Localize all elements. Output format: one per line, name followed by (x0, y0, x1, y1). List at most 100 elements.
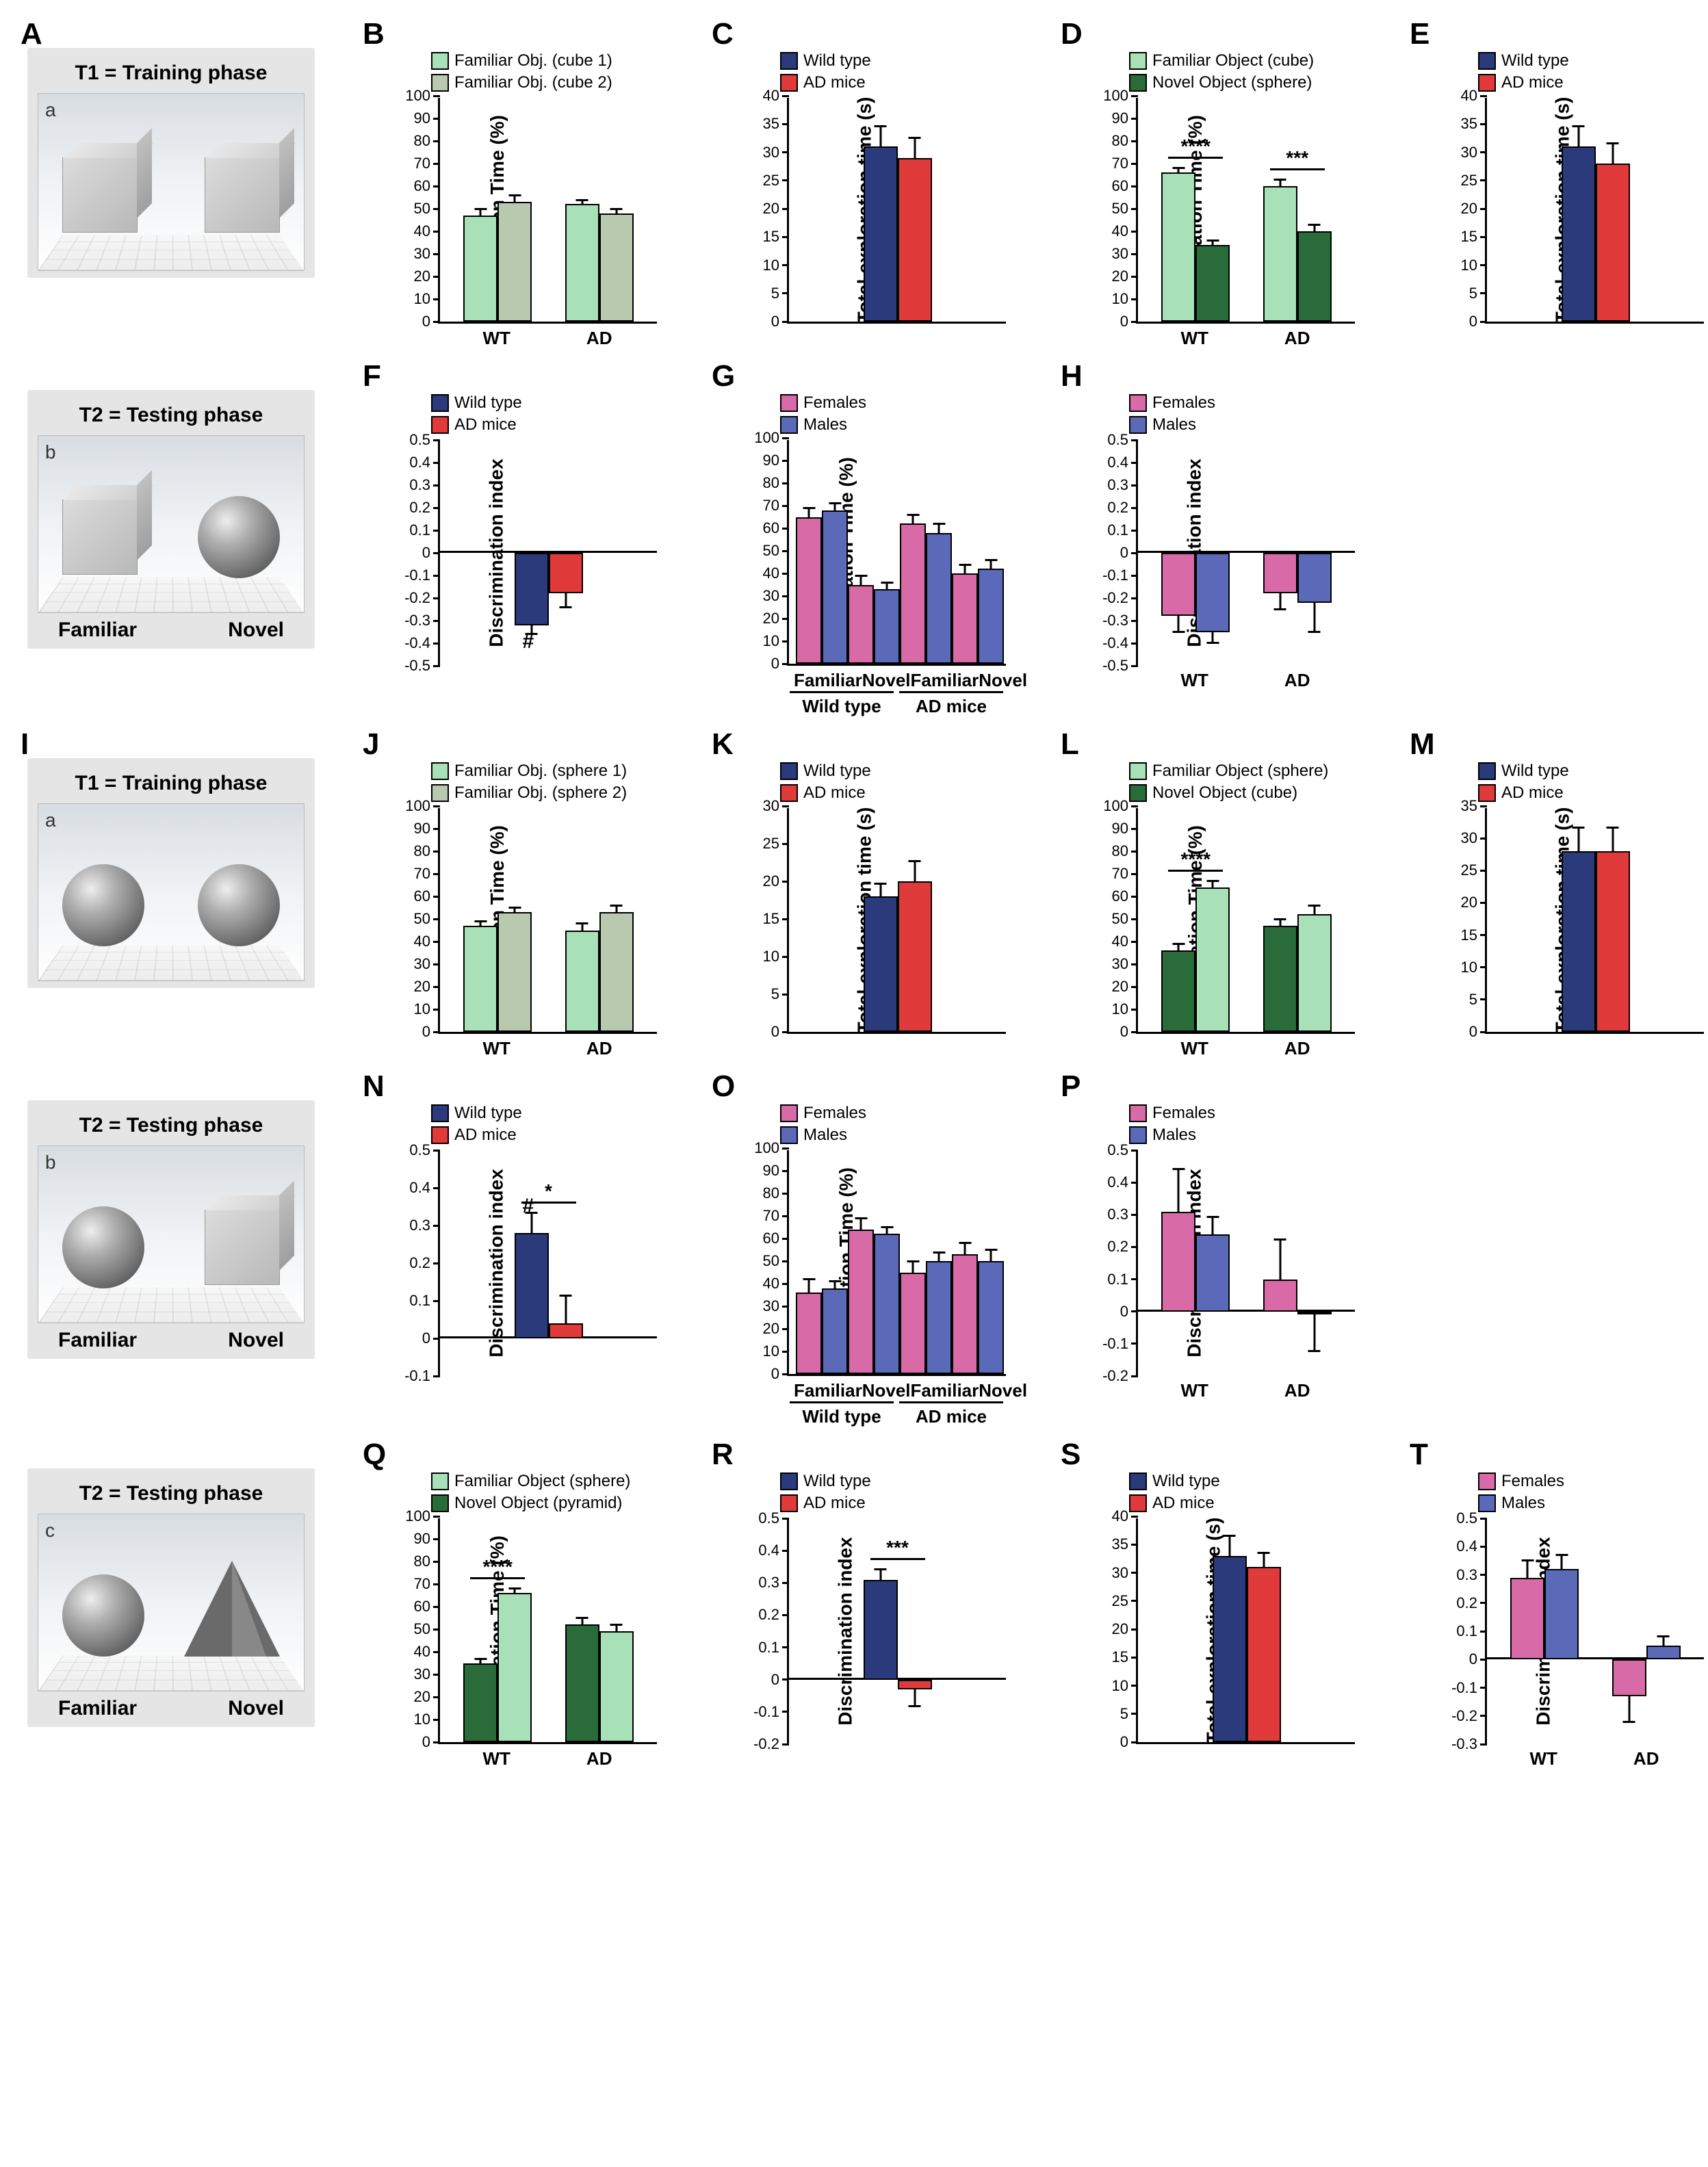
legend-label: Wild type (1152, 1472, 1220, 1491)
bars-container (1138, 1150, 1355, 1376)
y-tick-label: 30 (763, 797, 779, 815)
chart: Wild typeAD miceTotal exploration time (… (746, 762, 1040, 1038)
bars-container (440, 98, 657, 322)
y-tick-label: 10 (1112, 290, 1128, 308)
y-tick-label: 90 (1112, 109, 1128, 127)
chart-panel-F: FWild typeAD miceDiscrimination index-0.… (363, 363, 691, 717)
object-labels: FamiliarNovel (38, 1323, 305, 1352)
y-tick-label: 20 (1112, 268, 1128, 285)
chart-panel-T: TFemalesMalesDiscrimination index-0.3-0.… (1410, 1441, 1708, 1769)
legend-label: Wild type (1501, 51, 1569, 70)
swatch-icon (431, 74, 449, 92)
x-tick-label: WT (1530, 1748, 1557, 1769)
y-tick-label: 40 (414, 222, 430, 240)
y-tick-label: 0.1 (1456, 1622, 1477, 1640)
legend-item: Males (1129, 1126, 1389, 1145)
bar (1263, 926, 1297, 1032)
scene: b (38, 1145, 305, 1323)
y-tick-label: 0.3 (1107, 1206, 1128, 1223)
bar (1510, 1578, 1544, 1660)
cube-icon (62, 157, 138, 233)
legend: Wild typeAD mice (1478, 51, 1708, 92)
legend-item: Wild type (780, 51, 1040, 70)
y-tick-label: 20 (414, 268, 430, 285)
bar (1297, 1312, 1332, 1315)
y-tick-label: -0.1 (753, 1703, 779, 1721)
y-tick-label: 80 (414, 842, 430, 860)
legend-label: Familiar Object (sphere) (1152, 762, 1328, 781)
schematic-panel-: T2 = Testing phasecFamiliarNovel (21, 1441, 342, 1769)
bar (1195, 887, 1230, 1032)
x-tick-label: WT (483, 1748, 510, 1769)
scene: a (38, 93, 305, 271)
x-tick-label: AD (1633, 1748, 1659, 1769)
legend-label: Wild type (803, 51, 871, 70)
y-tick-label: 30 (1112, 1564, 1128, 1582)
x-axis-labels: WTAD (1136, 1380, 1355, 1401)
bar (1161, 553, 1195, 616)
bars-container (1138, 440, 1355, 666)
schematic-box: T2 = Testing phasebFamiliarNovel (27, 390, 315, 649)
legend-label: Familiar Obj. (cube 2) (454, 73, 612, 92)
y-tick-label: 0 (1469, 313, 1477, 330)
y-tick-label: 20 (1461, 894, 1477, 911)
legend-label: Wild type (803, 1472, 871, 1491)
y-tick-label: 100 (1103, 797, 1128, 815)
bars-container: ******* (1138, 98, 1355, 322)
y-tick-label: 0.1 (1107, 521, 1128, 539)
legend-item: AD mice (1129, 1494, 1389, 1513)
x-tick-label: AD (1284, 1038, 1310, 1059)
bar-group (900, 1261, 952, 1374)
panel-letter: D (1061, 17, 1083, 51)
bar-group (796, 510, 848, 664)
bar (497, 1593, 532, 1742)
legend-label: AD mice (803, 1494, 866, 1513)
y-tick-label: 0.4 (1107, 1173, 1128, 1191)
legend: Wild typeAD mice (431, 1104, 691, 1145)
y-tick-label: 40 (414, 1643, 430, 1661)
bars-container (1138, 1518, 1355, 1742)
significance-marker: * (545, 1180, 552, 1202)
supergroup-label: AD mice (899, 1401, 1003, 1427)
chart-panel-R: RWild typeAD miceDiscrimination index-0.… (712, 1441, 1040, 1769)
bar-group (848, 585, 900, 664)
bar-group: *** (1263, 186, 1332, 322)
cube-icon (205, 1210, 280, 1285)
swatch-icon (780, 416, 798, 434)
swatch-icon (1129, 1104, 1147, 1122)
x-axis-labels: WTAD (1136, 670, 1355, 691)
bar (599, 213, 634, 322)
y-tick-label: 10 (414, 290, 430, 308)
y-tick-label: 100 (754, 1139, 779, 1157)
y-tick-label: -0.5 (1102, 657, 1128, 675)
panel-letter: O (712, 1069, 735, 1104)
y-tick-label: 15 (763, 910, 779, 928)
y-tick-label: 50 (414, 200, 430, 218)
x-tick-label: WT (1181, 328, 1208, 349)
plot-area: Exploration Time (%)01020304050607080901… (438, 1518, 657, 1744)
y-tick-label: 0 (1120, 544, 1128, 562)
bar (549, 1323, 583, 1338)
y-tick-label: 0 (1469, 1650, 1477, 1668)
legend-item: AD mice (1478, 783, 1708, 803)
y-tick-label: 100 (405, 1507, 430, 1525)
bar (463, 1663, 497, 1743)
chart: Wild typeAD miceTotal exploration time (… (1444, 51, 1708, 328)
swatch-icon (1129, 394, 1147, 412)
legend-item: Females (1478, 1472, 1708, 1491)
plot-area: Total exploration time (s)05101520253035… (1136, 1518, 1355, 1744)
schematic-box: T1 = Training phasea (27, 758, 315, 988)
plot-area: Exploration Time (%)01020304050607080901… (1136, 98, 1355, 324)
legend: FemalesMales (1129, 393, 1389, 434)
y-tick-label: -0.4 (404, 634, 430, 652)
y-tick-label: -0.1 (404, 567, 430, 584)
panel-letter: R (712, 1438, 734, 1472)
plot-area: Exploration Time (%)01020304050607080901… (1136, 808, 1355, 1034)
y-tick-label: 40 (763, 565, 779, 582)
bars-container: *** (789, 1518, 1006, 1744)
legend: Familiar Object (sphere)Novel Object (py… (431, 1472, 691, 1513)
y-tick-label: 40 (1112, 933, 1128, 950)
y-tick-label: -0.2 (1451, 1707, 1477, 1725)
scene-letter: b (45, 441, 56, 463)
y-tick-label: 10 (1461, 257, 1477, 274)
